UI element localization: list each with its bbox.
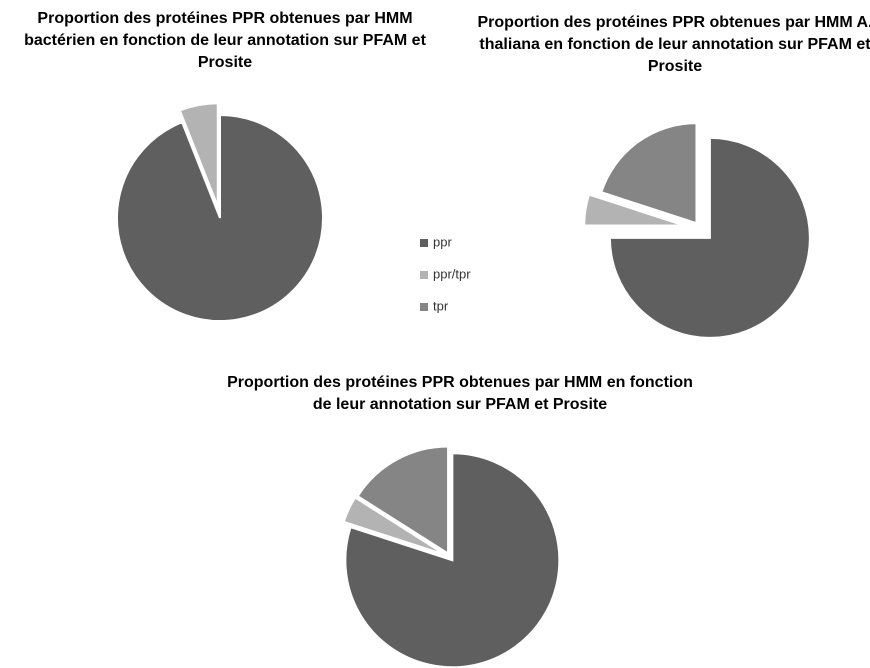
legend-label: ppr (433, 234, 452, 249)
legend-swatch (420, 271, 428, 279)
pie-slice (116, 113, 324, 322)
chart-title: Proportion des protéines PPR obtenues pa… (477, 14, 870, 75)
legend-swatch (420, 303, 428, 311)
pie-slice (356, 445, 450, 556)
chart-title: Proportion des protéines PPR obtenues pa… (24, 10, 426, 71)
pie-slice (600, 122, 698, 225)
pie-slice (583, 193, 685, 227)
chart-title: Proportion des protéines PPR obtenues pa… (227, 374, 693, 413)
pie-slice (178, 102, 219, 207)
pie-slice (342, 496, 447, 556)
pie-slice (344, 452, 561, 668)
legend-label: ppr/tpr (433, 266, 471, 281)
legend-swatch (420, 239, 428, 247)
legend-label: tpr (433, 298, 449, 313)
pie-slice (608, 136, 811, 339)
